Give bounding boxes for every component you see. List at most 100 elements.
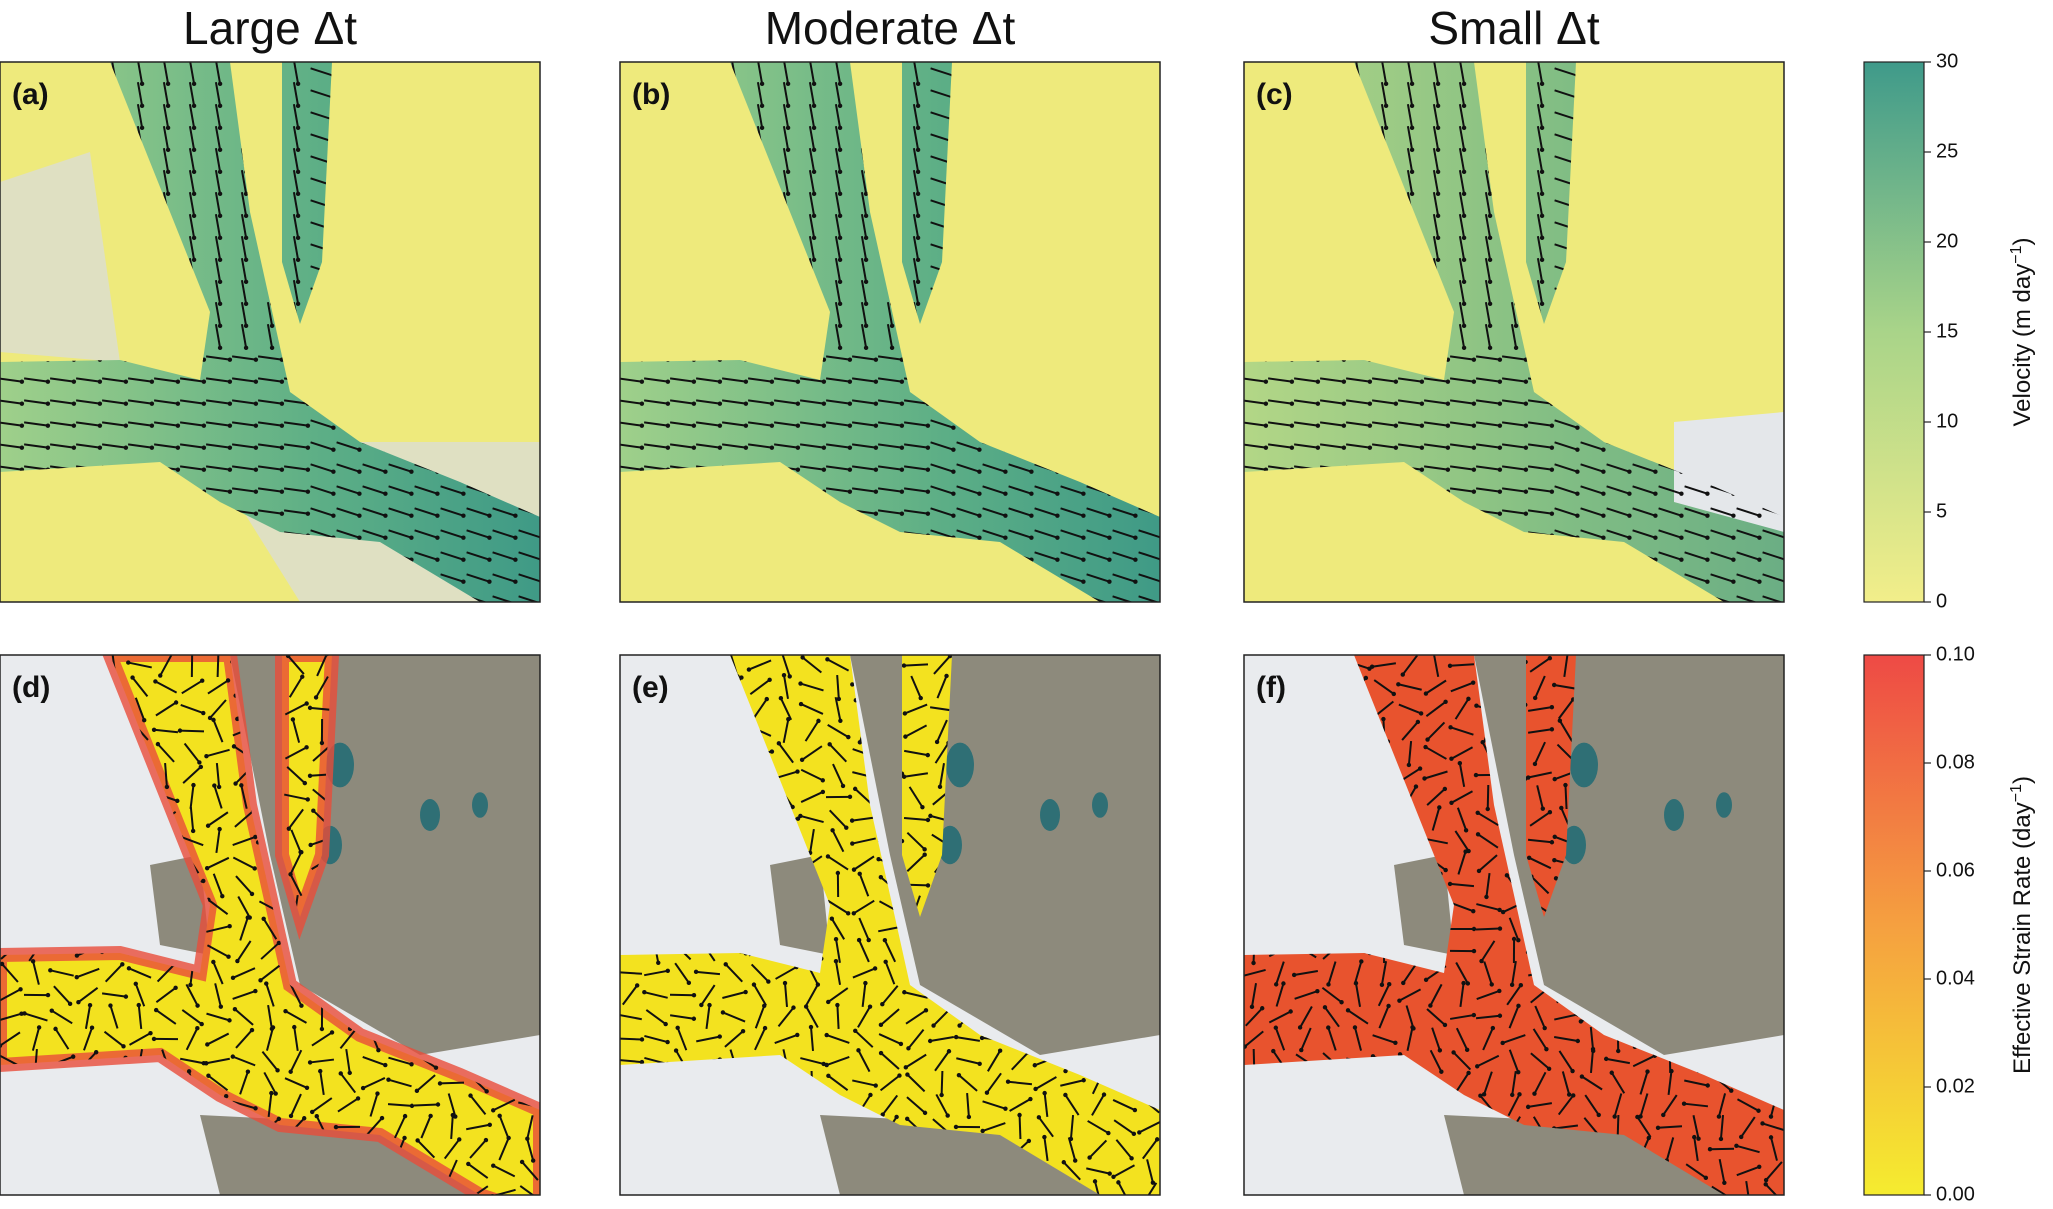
arrow-head xyxy=(1081,536,1085,540)
arrow-head xyxy=(665,1040,669,1044)
arrow-head xyxy=(202,445,206,449)
arrow-head xyxy=(1472,445,1476,449)
arrow-head xyxy=(195,1003,199,1007)
arrow-head xyxy=(244,346,248,350)
arrow-head xyxy=(71,1054,75,1058)
arrow-head xyxy=(724,962,728,966)
arrow-head xyxy=(197,760,201,764)
arrow-head xyxy=(1601,492,1605,496)
arrow-head xyxy=(1462,126,1466,130)
arrow-head xyxy=(666,423,670,427)
arrow-head xyxy=(848,489,852,493)
arrow-head xyxy=(666,969,670,973)
arrow-head xyxy=(922,847,926,851)
arrow-head xyxy=(152,1037,156,1041)
arrow-head xyxy=(204,754,208,758)
arrow-head xyxy=(1394,379,1398,383)
arrow-head xyxy=(867,938,871,942)
arrow-head xyxy=(1003,514,1007,518)
arrow-head xyxy=(166,82,170,86)
arrow-head xyxy=(218,192,222,196)
arrow-head xyxy=(310,1110,314,1114)
arrow-head xyxy=(1107,514,1111,518)
arrow-head xyxy=(270,324,274,328)
arrow-head xyxy=(1705,580,1709,584)
arrow-head xyxy=(1550,467,1554,471)
arrow-head xyxy=(90,1026,94,1030)
arrow-head xyxy=(1316,401,1320,405)
arrow-head xyxy=(254,467,258,471)
arrow-head xyxy=(922,853,926,857)
arrow-head xyxy=(258,1198,262,1202)
arrow-head xyxy=(916,258,920,262)
arrow-head xyxy=(127,966,131,970)
arrow-head xyxy=(538,1198,542,1202)
arrow-head xyxy=(692,423,696,427)
arrow-head xyxy=(488,1123,492,1127)
arrow-head xyxy=(926,423,930,427)
arrow-head xyxy=(1462,302,1466,306)
lake xyxy=(1092,792,1108,818)
arrow-head xyxy=(304,701,308,705)
arrow-head xyxy=(137,1003,141,1007)
panel-image xyxy=(618,60,1163,622)
arrow-head xyxy=(303,781,307,785)
arrow-head xyxy=(228,489,232,493)
arrow-head xyxy=(786,192,790,196)
arrow-head xyxy=(204,1061,208,1065)
arrow-head xyxy=(798,814,802,818)
arrow-head xyxy=(718,445,722,449)
arrow xyxy=(618,1039,642,1040)
arrow-head xyxy=(148,1031,152,1035)
arrow-head xyxy=(72,423,76,427)
arrow-head xyxy=(484,1138,488,1142)
arrow-head xyxy=(812,104,816,108)
arrow-head xyxy=(666,379,670,383)
arrow-head xyxy=(1540,148,1544,152)
arrow-head xyxy=(20,423,24,427)
arrow-head xyxy=(75,953,79,957)
arrow-head xyxy=(864,346,868,350)
arrow-head xyxy=(72,401,76,405)
arrow-head xyxy=(302,1116,306,1120)
arrow-head xyxy=(150,445,154,449)
arrow-head xyxy=(150,423,154,427)
arrow-head xyxy=(1316,379,1320,383)
arrow-head xyxy=(95,1199,99,1203)
arrow-head xyxy=(880,1002,884,1006)
arrow-head xyxy=(744,445,748,449)
arrow-head xyxy=(777,741,781,745)
arrow-head xyxy=(1472,423,1476,427)
arrow-head xyxy=(434,1197,438,1201)
arrow-head xyxy=(192,214,196,218)
arrow-head xyxy=(916,214,920,218)
arrow-head xyxy=(296,148,300,152)
arrow-head xyxy=(804,1004,808,1008)
arrow-head xyxy=(977,448,981,452)
arrow-head xyxy=(280,379,284,383)
arrow-head xyxy=(853,1029,857,1033)
arrow-head xyxy=(800,655,804,659)
arrow-head xyxy=(1462,170,1466,174)
arrow-head xyxy=(916,104,920,108)
arrow-head xyxy=(916,126,920,130)
arrow-head xyxy=(890,346,894,350)
arrow-head xyxy=(920,805,924,809)
arrow-head xyxy=(838,170,842,174)
arrow-head xyxy=(864,302,868,306)
arrow-head xyxy=(1316,445,1320,449)
arrow-head xyxy=(264,981,268,985)
arrow-head xyxy=(864,324,868,328)
arrow-head xyxy=(497,1114,501,1118)
arrow-head xyxy=(192,148,196,152)
arrow-head xyxy=(357,448,361,452)
arrow-head xyxy=(640,401,644,405)
arrow-head xyxy=(166,170,170,174)
arrow-head xyxy=(1550,489,1554,493)
arrow-head xyxy=(275,1068,279,1072)
arrow-head xyxy=(1003,536,1007,540)
arrow-head xyxy=(796,379,800,383)
arrow-head xyxy=(900,401,904,405)
arrow-head xyxy=(1462,346,1466,350)
arrow-head xyxy=(822,445,826,449)
